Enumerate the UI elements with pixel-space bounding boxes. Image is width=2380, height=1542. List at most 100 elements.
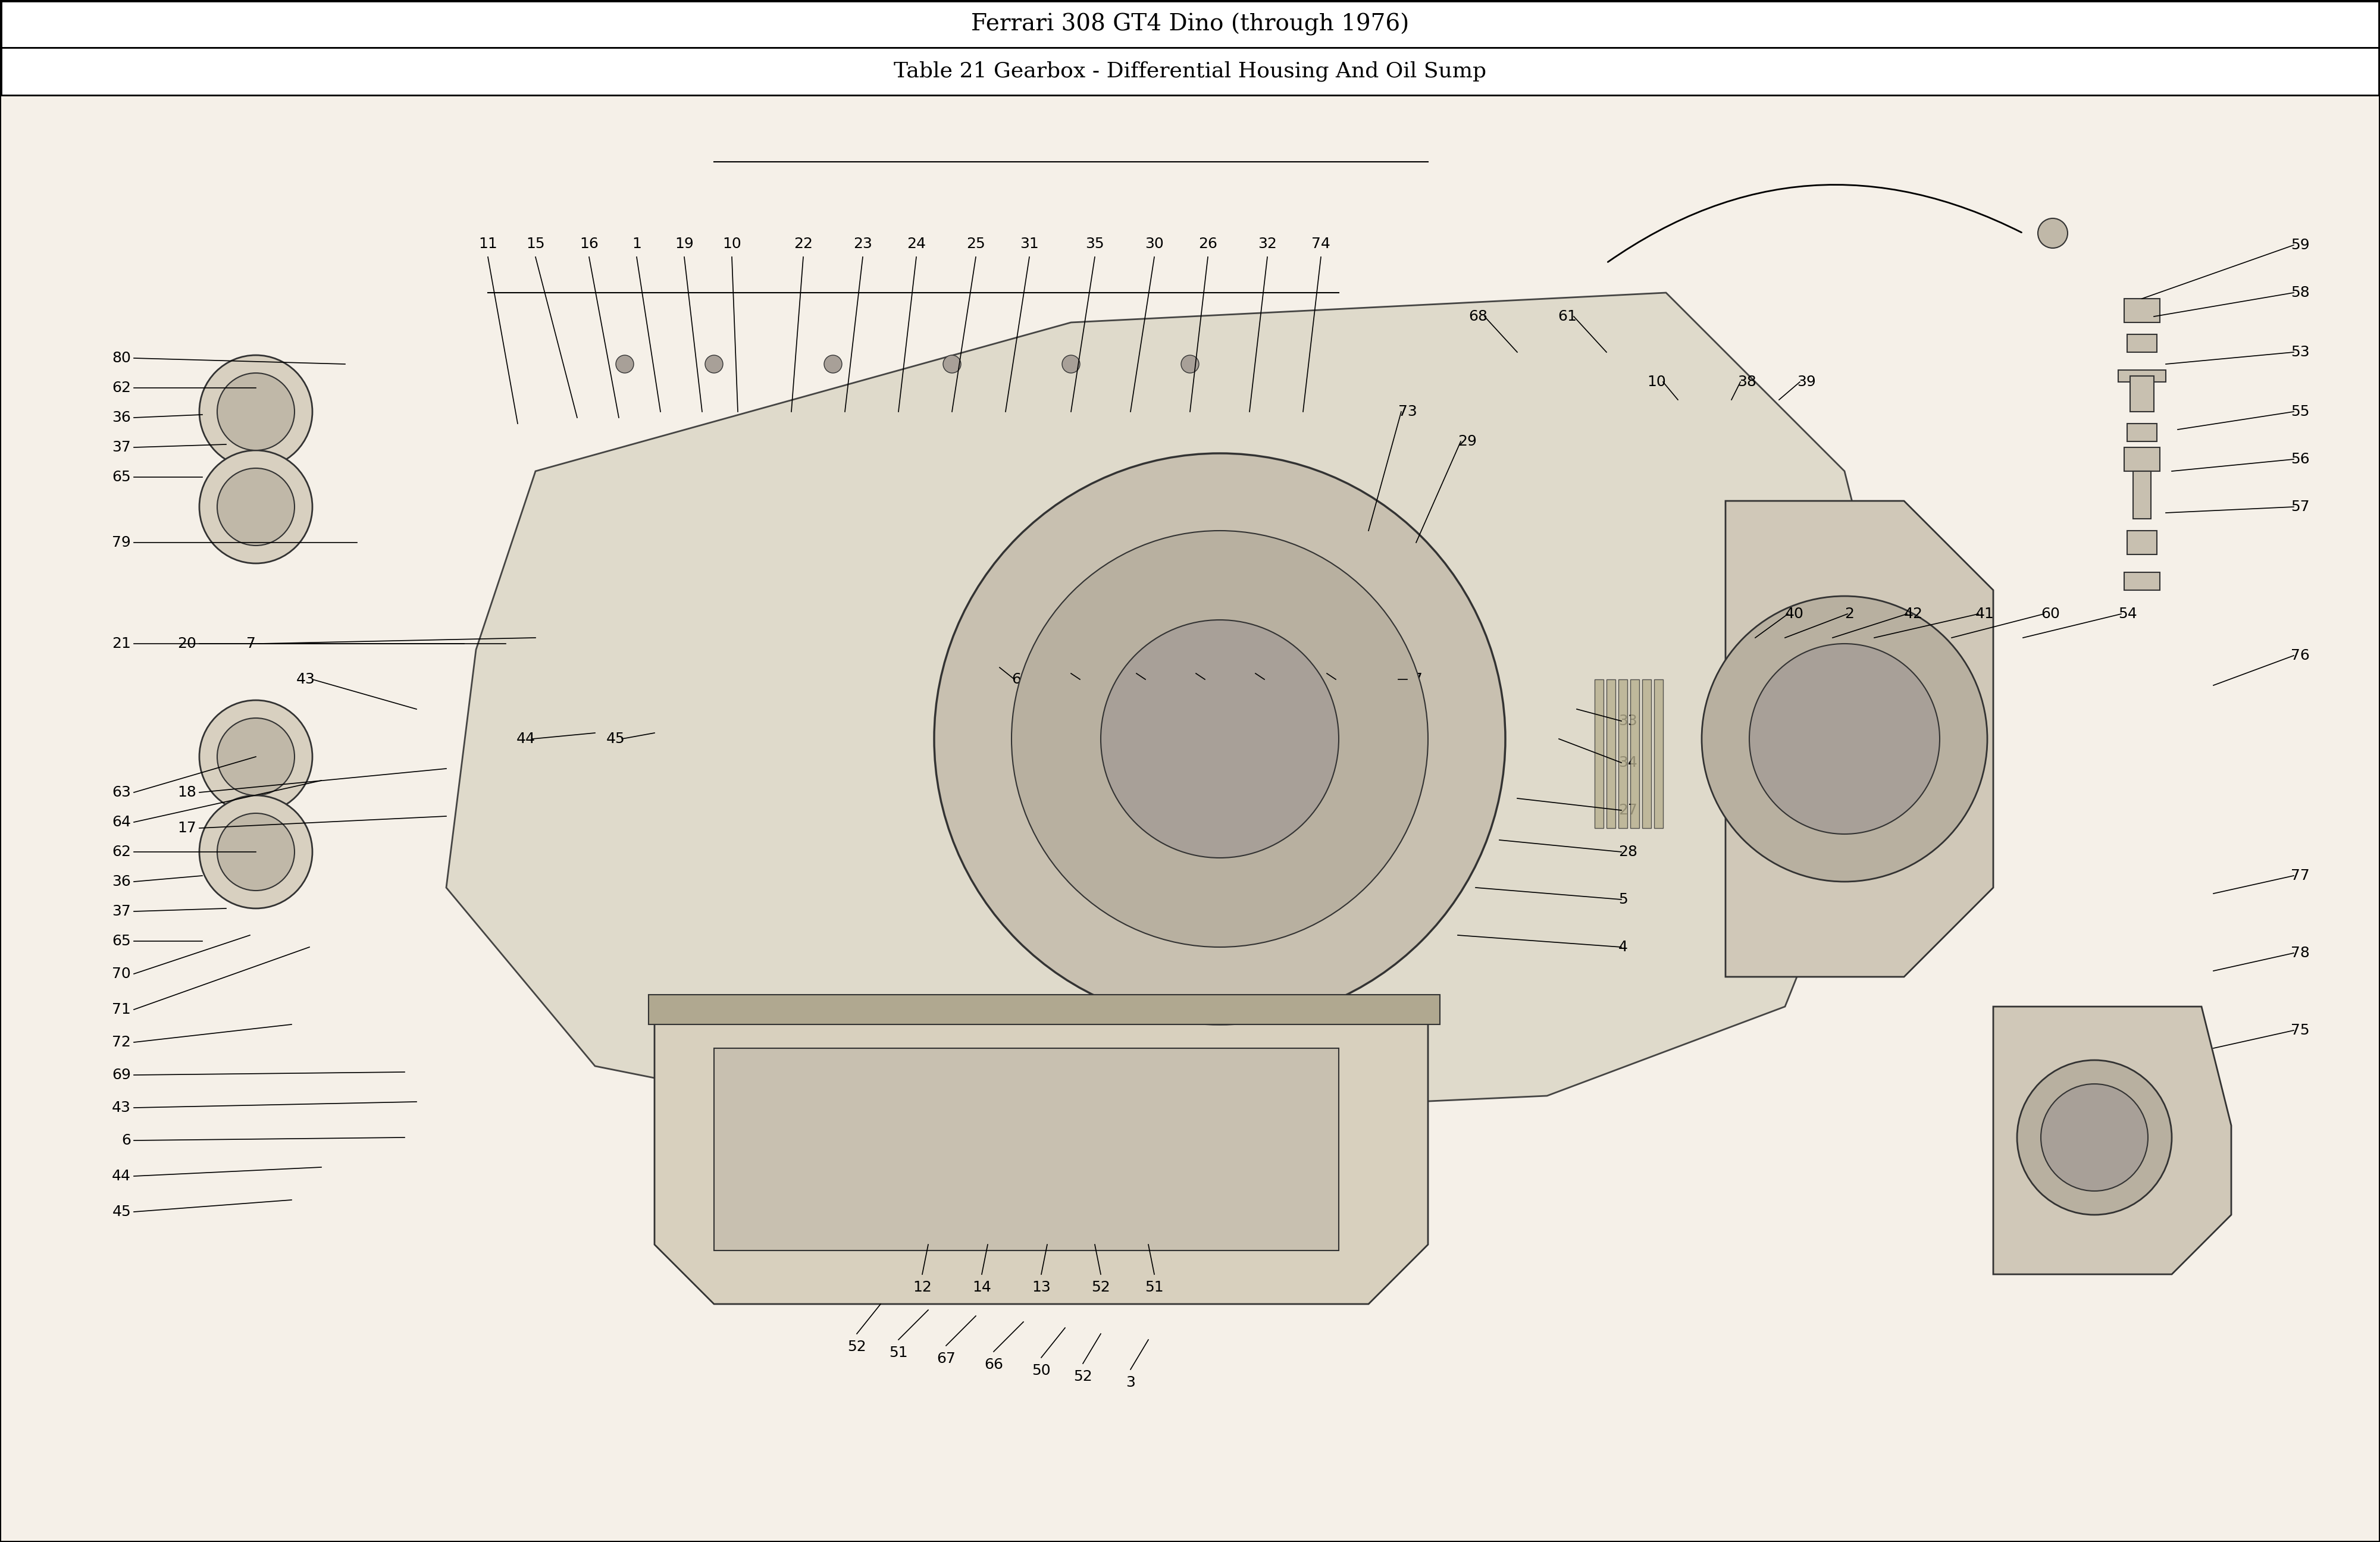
Text: 62: 62 — [112, 381, 131, 395]
Circle shape — [704, 355, 724, 373]
Text: 38: 38 — [1737, 375, 1756, 389]
Text: 25: 25 — [966, 237, 985, 251]
Text: 70: 70 — [112, 967, 131, 981]
Circle shape — [200, 700, 312, 813]
Text: 58: 58 — [2290, 285, 2309, 299]
Text: 6: 6 — [121, 1133, 131, 1147]
Text: 47: 47 — [1404, 672, 1423, 686]
Text: 45: 45 — [607, 732, 624, 746]
Circle shape — [1061, 355, 1081, 373]
Text: 28: 28 — [1618, 845, 1637, 859]
Text: 68: 68 — [1468, 310, 1488, 324]
Circle shape — [1012, 530, 1428, 947]
Text: 5: 5 — [1618, 893, 1628, 907]
Text: 17: 17 — [178, 820, 195, 836]
Text: 4: 4 — [1618, 941, 1628, 954]
Text: 30: 30 — [1145, 237, 1164, 251]
Text: 29: 29 — [1457, 435, 1476, 449]
Bar — [2118, 370, 2166, 382]
Bar — [647, 995, 1440, 1024]
Text: 57: 57 — [2290, 500, 2309, 513]
Text: 67: 67 — [938, 1352, 954, 1366]
Circle shape — [616, 355, 633, 373]
Text: 59: 59 — [2290, 237, 2309, 253]
Text: 74: 74 — [1311, 237, 1330, 251]
Circle shape — [200, 355, 312, 469]
Bar — [714, 1049, 1338, 1251]
Circle shape — [2042, 1084, 2147, 1190]
Text: 61: 61 — [1559, 310, 1576, 324]
Circle shape — [217, 813, 295, 891]
Text: 65: 65 — [1012, 672, 1031, 686]
Text: 36: 36 — [112, 410, 131, 424]
Text: 22: 22 — [795, 237, 814, 251]
Text: 21: 21 — [112, 637, 131, 651]
Text: Ferrari 308 GT4 Dino (through 1976): Ferrari 308 GT4 Dino (through 1976) — [971, 12, 1409, 35]
Text: 65: 65 — [112, 470, 131, 484]
Text: 64: 64 — [112, 816, 131, 830]
Text: 12: 12 — [914, 1280, 931, 1295]
Text: 2: 2 — [1844, 608, 1854, 621]
Text: 13: 13 — [1033, 1280, 1050, 1295]
Text: 9: 9 — [1202, 672, 1211, 686]
Text: 10: 10 — [724, 237, 740, 251]
Text: 10: 10 — [1647, 375, 1666, 389]
Text: 19: 19 — [676, 237, 693, 251]
Text: 46: 46 — [1142, 672, 1161, 686]
Text: 15: 15 — [526, 237, 545, 251]
Text: 78: 78 — [2290, 945, 2309, 961]
Text: 33: 33 — [1618, 714, 1637, 728]
Circle shape — [933, 453, 1507, 1024]
Text: 56: 56 — [2290, 452, 2309, 466]
Bar — [2130, 376, 2154, 412]
Text: 39: 39 — [1797, 375, 1816, 389]
Text: 16: 16 — [581, 237, 597, 251]
Circle shape — [2018, 1061, 2171, 1215]
Text: 53: 53 — [2290, 345, 2309, 359]
Bar — [2128, 530, 2156, 555]
Text: 36: 36 — [112, 874, 131, 888]
Circle shape — [2037, 219, 2068, 248]
Bar — [1606, 680, 1616, 828]
Text: Table 21 Gearbox - Differential Housing And Oil Sump: Table 21 Gearbox - Differential Housing … — [892, 62, 1488, 82]
Text: 48: 48 — [1333, 672, 1352, 686]
Text: 43: 43 — [112, 1101, 131, 1115]
Text: 8: 8 — [1261, 672, 1271, 686]
Text: 49: 49 — [1076, 672, 1095, 686]
Text: 24: 24 — [907, 237, 926, 251]
Bar — [2128, 335, 2156, 352]
Text: 7: 7 — [248, 637, 257, 651]
Text: 72: 72 — [112, 1035, 131, 1050]
Text: 11: 11 — [478, 237, 497, 251]
Text: 45: 45 — [112, 1204, 131, 1220]
Text: 73: 73 — [1399, 404, 1416, 419]
Text: 37: 37 — [112, 904, 131, 919]
Text: 42: 42 — [1904, 608, 1923, 621]
Circle shape — [1749, 643, 1940, 834]
Text: 20: 20 — [178, 637, 195, 651]
Bar — [0, 2, 2380, 48]
Circle shape — [1100, 620, 1338, 857]
Circle shape — [217, 719, 295, 796]
Text: 66: 66 — [985, 1357, 1004, 1372]
Text: 32: 32 — [1259, 237, 1276, 251]
Text: 52: 52 — [1073, 1369, 1092, 1383]
Circle shape — [217, 373, 295, 450]
Text: 69: 69 — [112, 1069, 131, 1082]
Text: 52: 52 — [847, 1340, 866, 1354]
Circle shape — [1180, 355, 1200, 373]
Bar — [2125, 447, 2161, 472]
Text: 51: 51 — [890, 1346, 907, 1360]
Bar — [1595, 680, 1604, 828]
Text: 37: 37 — [112, 439, 131, 455]
Text: 27: 27 — [1618, 803, 1637, 817]
Bar — [1630, 680, 1640, 828]
Text: 62: 62 — [112, 845, 131, 859]
Text: 77: 77 — [2290, 868, 2309, 884]
Text: 65: 65 — [112, 934, 131, 948]
Text: 71: 71 — [112, 1002, 131, 1016]
Bar — [1642, 680, 1652, 828]
Circle shape — [823, 355, 843, 373]
Text: 76: 76 — [2290, 649, 2309, 663]
Bar — [2128, 424, 2156, 441]
